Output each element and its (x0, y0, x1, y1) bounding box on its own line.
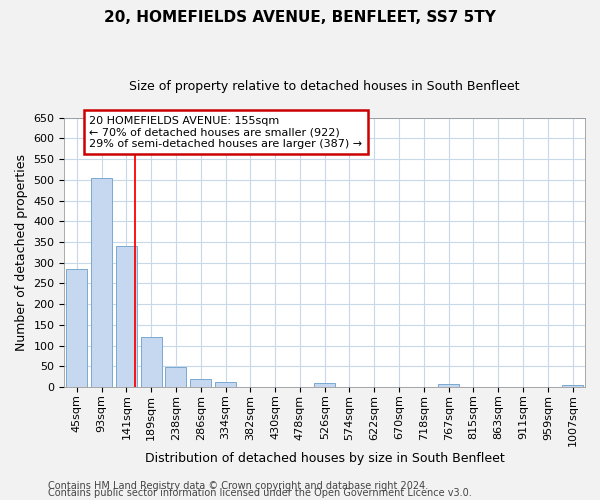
Text: 20, HOMEFIELDS AVENUE, BENFLEET, SS7 5TY: 20, HOMEFIELDS AVENUE, BENFLEET, SS7 5TY (104, 10, 496, 25)
Bar (140, 337, 162, 387)
Bar (215, 382, 236, 387)
Text: 20 HOMEFIELDS AVENUE: 155sqm
← 70% of detached houses are smaller (922)
29% of s: 20 HOMEFIELDS AVENUE: 155sqm ← 70% of de… (89, 116, 362, 149)
Bar (116, 246, 137, 387)
Y-axis label: Number of detached properties: Number of detached properties (15, 154, 28, 351)
Text: Contains HM Land Registry data © Crown copyright and database right 2024.: Contains HM Land Registry data © Crown c… (48, 481, 428, 491)
Bar (562, 385, 583, 387)
Bar (190, 378, 211, 387)
X-axis label: Distribution of detached houses by size in South Benfleet: Distribution of detached houses by size … (145, 452, 505, 465)
Text: Contains public sector information licensed under the Open Government Licence v3: Contains public sector information licen… (48, 488, 472, 498)
Bar (166, 368, 187, 387)
Bar (314, 383, 335, 387)
Bar (91, 178, 112, 387)
Bar (66, 269, 88, 387)
Title: Size of property relative to detached houses in South Benfleet: Size of property relative to detached ho… (130, 80, 520, 93)
Bar (438, 384, 459, 387)
